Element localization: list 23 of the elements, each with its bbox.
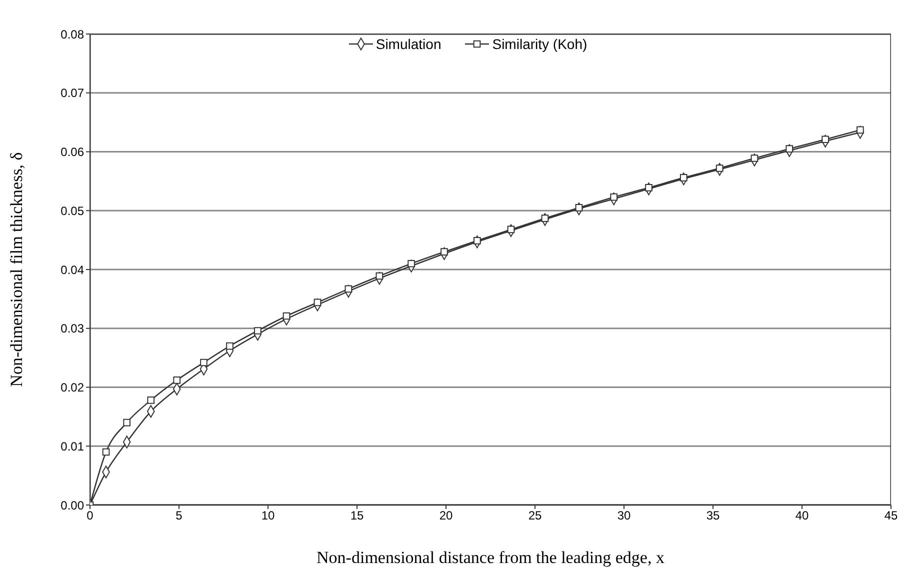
y-tick-label: 0.04	[60, 262, 84, 277]
x-tick-label: 45	[884, 508, 898, 523]
x-tick-label: 15	[350, 508, 364, 523]
legend-label: Similarity (Koh)	[492, 36, 588, 52]
y-tick-label: 0.05	[60, 204, 84, 218]
y-tick-label: 0.03	[60, 322, 84, 336]
x-tick-label: 35	[706, 508, 720, 523]
y-tick-label: 0.00	[60, 498, 84, 512]
x-axis-title: Non-dimensional distance from the leading edge, x	[316, 548, 665, 567]
x-tick-label: 30	[617, 508, 631, 523]
y-tick-label: 0.02	[60, 380, 84, 395]
x-tick-label: 0	[86, 508, 94, 523]
x-tick-label: 25	[528, 508, 542, 523]
x-tick-label: 20	[439, 508, 453, 523]
y-tick-label: 0.01	[60, 439, 84, 454]
y-axis-title: Non-dimensional film thickness, δ	[7, 152, 26, 387]
x-tick-label: 10	[261, 508, 275, 523]
y-tick-label: 0.07	[60, 86, 84, 100]
legend-label: Simulation	[376, 36, 442, 52]
y-tick-label: 0.08	[60, 27, 84, 42]
x-tick-label: 5	[176, 508, 183, 523]
x-tick-label: 40	[795, 508, 809, 523]
y-tick-label: 0.06	[60, 145, 84, 160]
